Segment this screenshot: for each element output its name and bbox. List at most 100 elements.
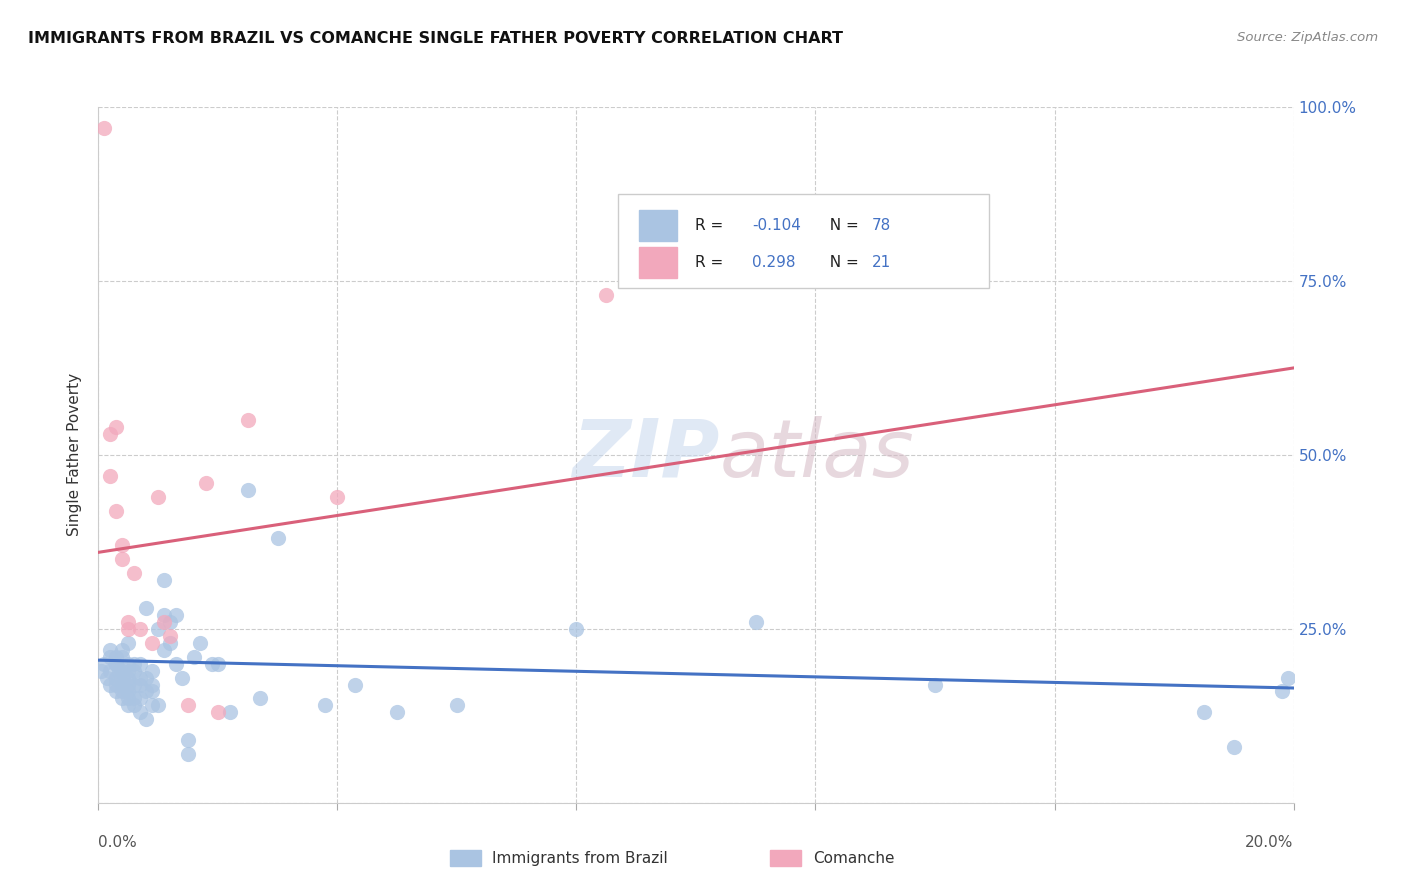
Point	[105, 684, 128, 698]
Point	[135, 712, 157, 726]
Point	[148, 490, 170, 504]
Point	[385, 706, 409, 720]
Point	[207, 657, 229, 671]
Point	[111, 552, 134, 566]
Point	[326, 490, 349, 504]
Point	[148, 622, 170, 636]
Point	[105, 677, 128, 691]
Point	[124, 566, 146, 581]
Point	[141, 684, 163, 698]
Point	[177, 733, 200, 747]
Point	[1277, 671, 1299, 685]
Point	[111, 664, 134, 678]
Point	[124, 691, 146, 706]
Point	[124, 698, 146, 713]
Point	[924, 677, 946, 691]
Point	[105, 649, 128, 664]
Point	[195, 475, 218, 490]
Point	[141, 677, 163, 691]
Point	[135, 601, 157, 615]
Point	[177, 747, 200, 761]
Point	[124, 677, 146, 691]
Point	[129, 691, 152, 706]
Text: Source: ZipAtlas.com: Source: ZipAtlas.com	[1237, 31, 1378, 45]
Point	[129, 657, 152, 671]
Text: N =: N =	[820, 255, 863, 270]
Text: N =: N =	[820, 218, 863, 233]
Point	[105, 420, 128, 434]
Point	[117, 657, 139, 671]
Point	[159, 636, 181, 650]
Point	[124, 664, 146, 678]
Point	[105, 657, 128, 671]
Point	[315, 698, 337, 713]
Text: atlas: atlas	[720, 416, 915, 494]
Point	[93, 657, 115, 671]
Point	[1271, 684, 1294, 698]
Text: Immigrants from Brazil: Immigrants from Brazil	[492, 851, 668, 865]
Point	[117, 684, 139, 698]
Text: IMMIGRANTS FROM BRAZIL VS COMANCHE SINGLE FATHER POVERTY CORRELATION CHART: IMMIGRANTS FROM BRAZIL VS COMANCHE SINGL…	[28, 31, 844, 46]
Text: 21: 21	[872, 255, 891, 270]
Point	[117, 671, 139, 685]
Point	[236, 413, 259, 427]
Point	[117, 698, 139, 713]
Point	[595, 288, 617, 302]
Point	[111, 691, 134, 706]
Point	[93, 120, 115, 135]
Text: 0.298: 0.298	[752, 255, 796, 270]
Point	[100, 427, 122, 442]
Point	[117, 636, 139, 650]
Point	[745, 615, 768, 629]
Point	[188, 636, 211, 650]
Text: R =: R =	[695, 218, 728, 233]
Bar	[638, 247, 676, 278]
Point	[117, 691, 139, 706]
Point	[446, 698, 468, 713]
Text: Comanche: Comanche	[813, 851, 894, 865]
Point	[111, 671, 134, 685]
Point	[117, 664, 139, 678]
Point	[129, 706, 152, 720]
Text: R =: R =	[695, 255, 728, 270]
Text: 20.0%: 20.0%	[1246, 836, 1294, 850]
Point	[148, 698, 170, 713]
Point	[96, 671, 118, 685]
Point	[165, 657, 187, 671]
Point	[141, 664, 163, 678]
Point	[1192, 706, 1215, 720]
Text: -0.104: -0.104	[752, 218, 801, 233]
Point	[100, 664, 122, 678]
Point	[201, 657, 224, 671]
Point	[153, 642, 176, 657]
Point	[111, 538, 134, 552]
Point	[135, 684, 157, 698]
Point	[344, 677, 367, 691]
Text: 78: 78	[872, 218, 891, 233]
Point	[129, 622, 152, 636]
Point	[267, 532, 290, 546]
Text: ZIP: ZIP	[572, 416, 720, 494]
Point	[111, 684, 134, 698]
Y-axis label: Single Father Poverty: Single Father Poverty	[67, 374, 83, 536]
Point	[207, 706, 229, 720]
Point	[183, 649, 205, 664]
Point	[117, 677, 139, 691]
Point	[108, 664, 131, 678]
Text: 0.0%: 0.0%	[98, 836, 138, 850]
Point	[117, 615, 139, 629]
Point	[177, 698, 200, 713]
Point	[236, 483, 259, 497]
Point	[100, 649, 122, 664]
Point	[117, 622, 139, 636]
Point	[129, 671, 152, 685]
Point	[153, 615, 176, 629]
Point	[141, 698, 163, 713]
Point	[105, 657, 128, 671]
Point	[90, 664, 112, 678]
Point	[172, 671, 194, 685]
Point	[141, 636, 163, 650]
Point	[129, 677, 152, 691]
Point	[105, 671, 128, 685]
Point	[100, 677, 122, 691]
